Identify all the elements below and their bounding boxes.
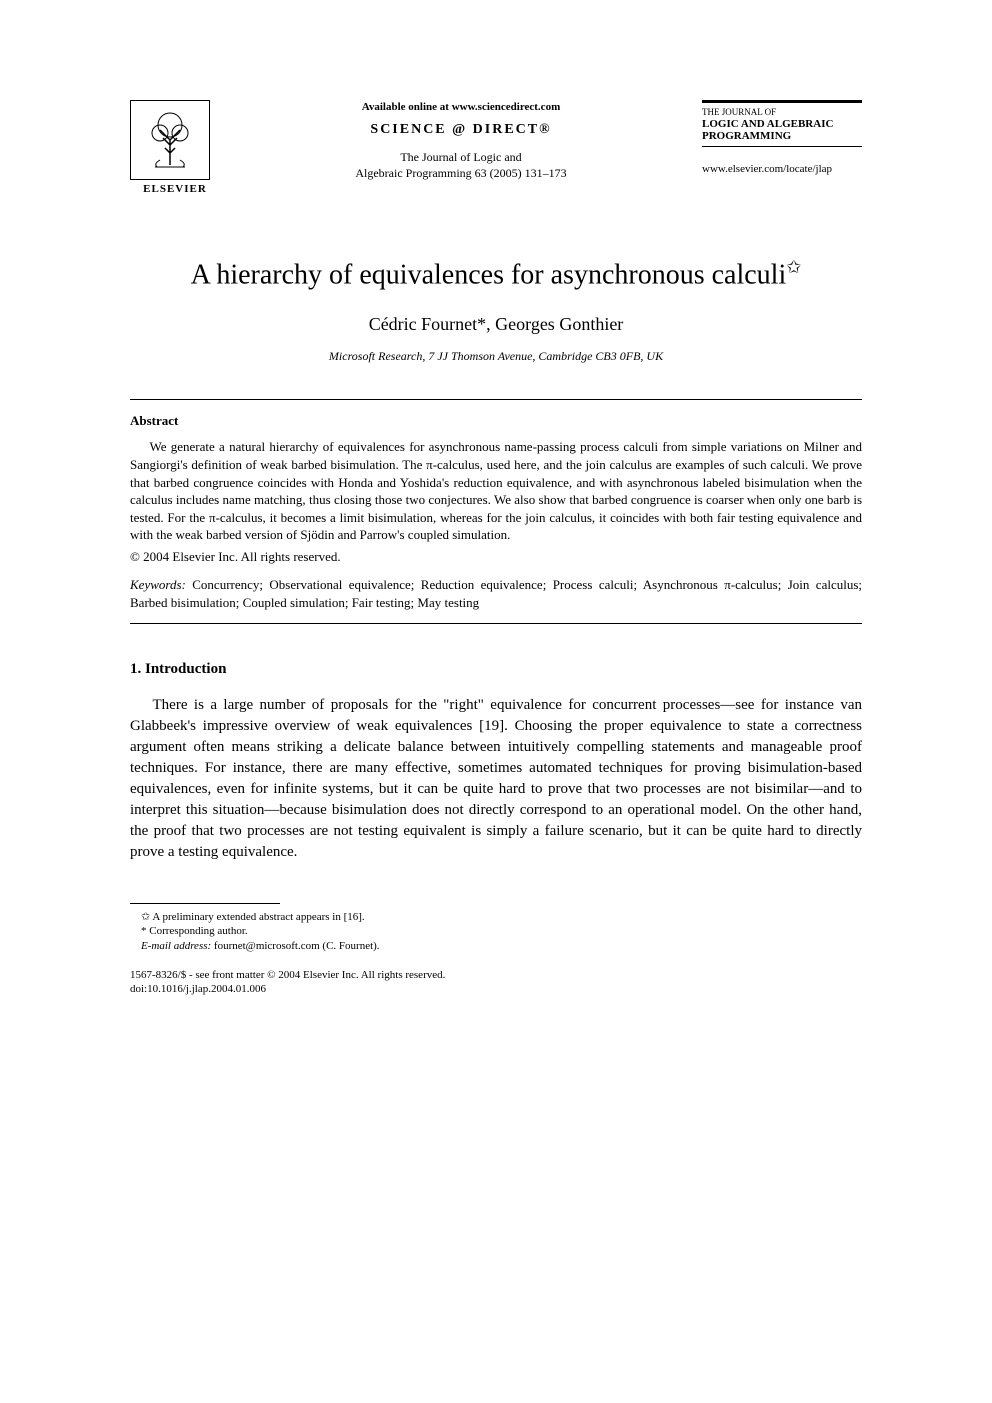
publisher-name: ELSEVIER <box>130 182 220 197</box>
footer-info: 1567-8326/$ - see front matter © 2004 El… <box>130 968 862 997</box>
journal-box-title: LOGIC AND ALGEBRAIC PROGRAMMING <box>702 118 862 142</box>
footnote-2-symbol: * <box>141 925 147 937</box>
footnote-email: E-mail address: fournet@microsoft.com (C… <box>130 939 862 953</box>
right-header: THE JOURNAL OF LOGIC AND ALGEBRAIC PROGR… <box>702 100 862 177</box>
journal-title-box: THE JOURNAL OF LOGIC AND ALGEBRAIC PROGR… <box>702 100 862 147</box>
article-title: A hierarchy of equivalences for asynchro… <box>130 257 862 292</box>
copyright: © 2004 Elsevier Inc. All rights reserved… <box>130 548 862 566</box>
title-text: A hierarchy of equivalences for asynchro… <box>191 260 787 291</box>
footnote-2-text: Corresponding author. <box>149 925 247 937</box>
center-header: Available online at www.sciencedirect.co… <box>220 100 702 181</box>
footnote-1-text: A preliminary extended abstract appears … <box>152 911 364 923</box>
divider <box>130 623 862 624</box>
available-online-text: Available online at www.sciencedirect.co… <box>240 100 682 115</box>
footnote-2: * Corresponding author. <box>130 924 862 938</box>
authors: Cédric Fournet*, Georges Gonthier <box>130 312 862 337</box>
elsevier-tree-icon <box>130 100 210 180</box>
keywords: Keywords: Concurrency; Observational equ… <box>130 576 862 611</box>
journal-name-line1: The Journal of Logic and <box>240 150 682 166</box>
journal-citation: The Journal of Logic and Algebraic Progr… <box>240 150 682 181</box>
affiliation: Microsoft Research, 7 JJ Thomson Avenue,… <box>130 348 862 365</box>
email-label: E-mail address: <box>141 940 211 952</box>
keywords-text: Concurrency; Observational equivalence; … <box>130 577 862 610</box>
divider <box>130 399 862 400</box>
footnote-divider <box>130 903 280 904</box>
doi-line: doi:10.1016/j.jlap.2004.01.006 <box>130 982 862 996</box>
abstract-text: We generate a natural hierarchy of equiv… <box>130 438 862 543</box>
keywords-label: Keywords: <box>130 577 186 592</box>
title-footnote-symbol: ✩ <box>786 257 801 277</box>
abstract-heading: Abstract <box>130 412 862 430</box>
section-heading-intro: 1. Introduction <box>130 659 862 680</box>
footnote-1-symbol: ✩ <box>141 911 150 923</box>
journal-name-line2: Algebraic Programming 63 (2005) 131–173 <box>240 166 682 182</box>
intro-paragraph: There is a large number of proposals for… <box>130 695 862 863</box>
publisher-logo: ELSEVIER <box>130 100 220 197</box>
journal-url: www.elsevier.com/locate/jlap <box>702 162 862 177</box>
journal-header: ELSEVIER Available online at www.science… <box>130 100 862 197</box>
footnote-1: ✩ A preliminary extended abstract appear… <box>130 910 862 924</box>
journal-box-small: THE JOURNAL OF <box>702 107 862 118</box>
email-text: fournet@microsoft.com (C. Fournet). <box>214 940 380 952</box>
science-direct-logo: SCIENCE @ DIRECT® <box>240 120 682 140</box>
issn-line: 1567-8326/$ - see front matter © 2004 El… <box>130 968 862 982</box>
